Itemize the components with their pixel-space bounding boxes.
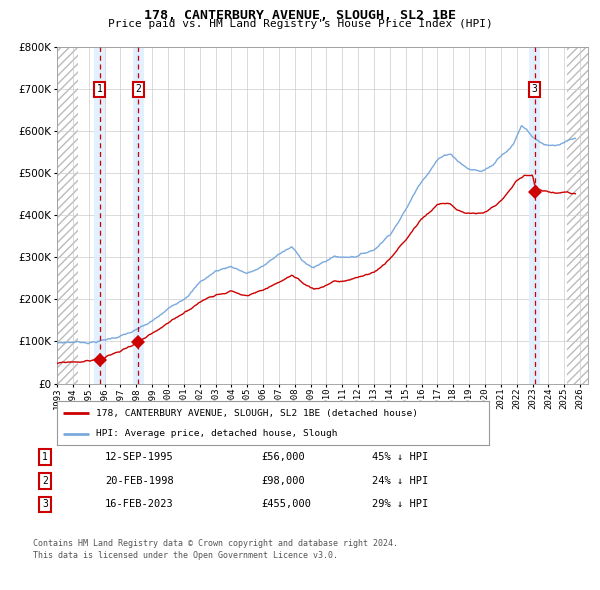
- Text: This data is licensed under the Open Government Licence v3.0.: This data is licensed under the Open Gov…: [33, 552, 338, 560]
- Text: 2: 2: [136, 84, 141, 94]
- Text: 24% ↓ HPI: 24% ↓ HPI: [372, 476, 428, 486]
- Text: £98,000: £98,000: [261, 476, 305, 486]
- Text: Contains HM Land Registry data © Crown copyright and database right 2024.: Contains HM Land Registry data © Crown c…: [33, 539, 398, 548]
- Text: 3: 3: [42, 500, 48, 509]
- Text: HPI: Average price, detached house, Slough: HPI: Average price, detached house, Slou…: [96, 429, 337, 438]
- Text: 178, CANTERBURY AVENUE, SLOUGH, SL2 1BE (detached house): 178, CANTERBURY AVENUE, SLOUGH, SL2 1BE …: [96, 409, 418, 418]
- Text: 16-FEB-2023: 16-FEB-2023: [105, 500, 174, 509]
- Text: £56,000: £56,000: [261, 453, 305, 462]
- Text: Price paid vs. HM Land Registry's House Price Index (HPI): Price paid vs. HM Land Registry's House …: [107, 19, 493, 30]
- Text: 12-SEP-1995: 12-SEP-1995: [105, 453, 174, 462]
- Text: 45% ↓ HPI: 45% ↓ HPI: [372, 453, 428, 462]
- Text: 1: 1: [97, 84, 103, 94]
- Bar: [94, 47, 106, 384]
- Text: £455,000: £455,000: [261, 500, 311, 509]
- Bar: [529, 47, 540, 384]
- Text: 2: 2: [42, 476, 48, 486]
- Text: 20-FEB-1998: 20-FEB-1998: [105, 476, 174, 486]
- Bar: [568, 47, 588, 384]
- Bar: [57, 47, 77, 384]
- Bar: [133, 47, 144, 384]
- Text: 1: 1: [42, 453, 48, 462]
- Text: 29% ↓ HPI: 29% ↓ HPI: [372, 500, 428, 509]
- Text: 3: 3: [532, 84, 538, 94]
- Text: 178, CANTERBURY AVENUE, SLOUGH, SL2 1BE: 178, CANTERBURY AVENUE, SLOUGH, SL2 1BE: [144, 9, 456, 22]
